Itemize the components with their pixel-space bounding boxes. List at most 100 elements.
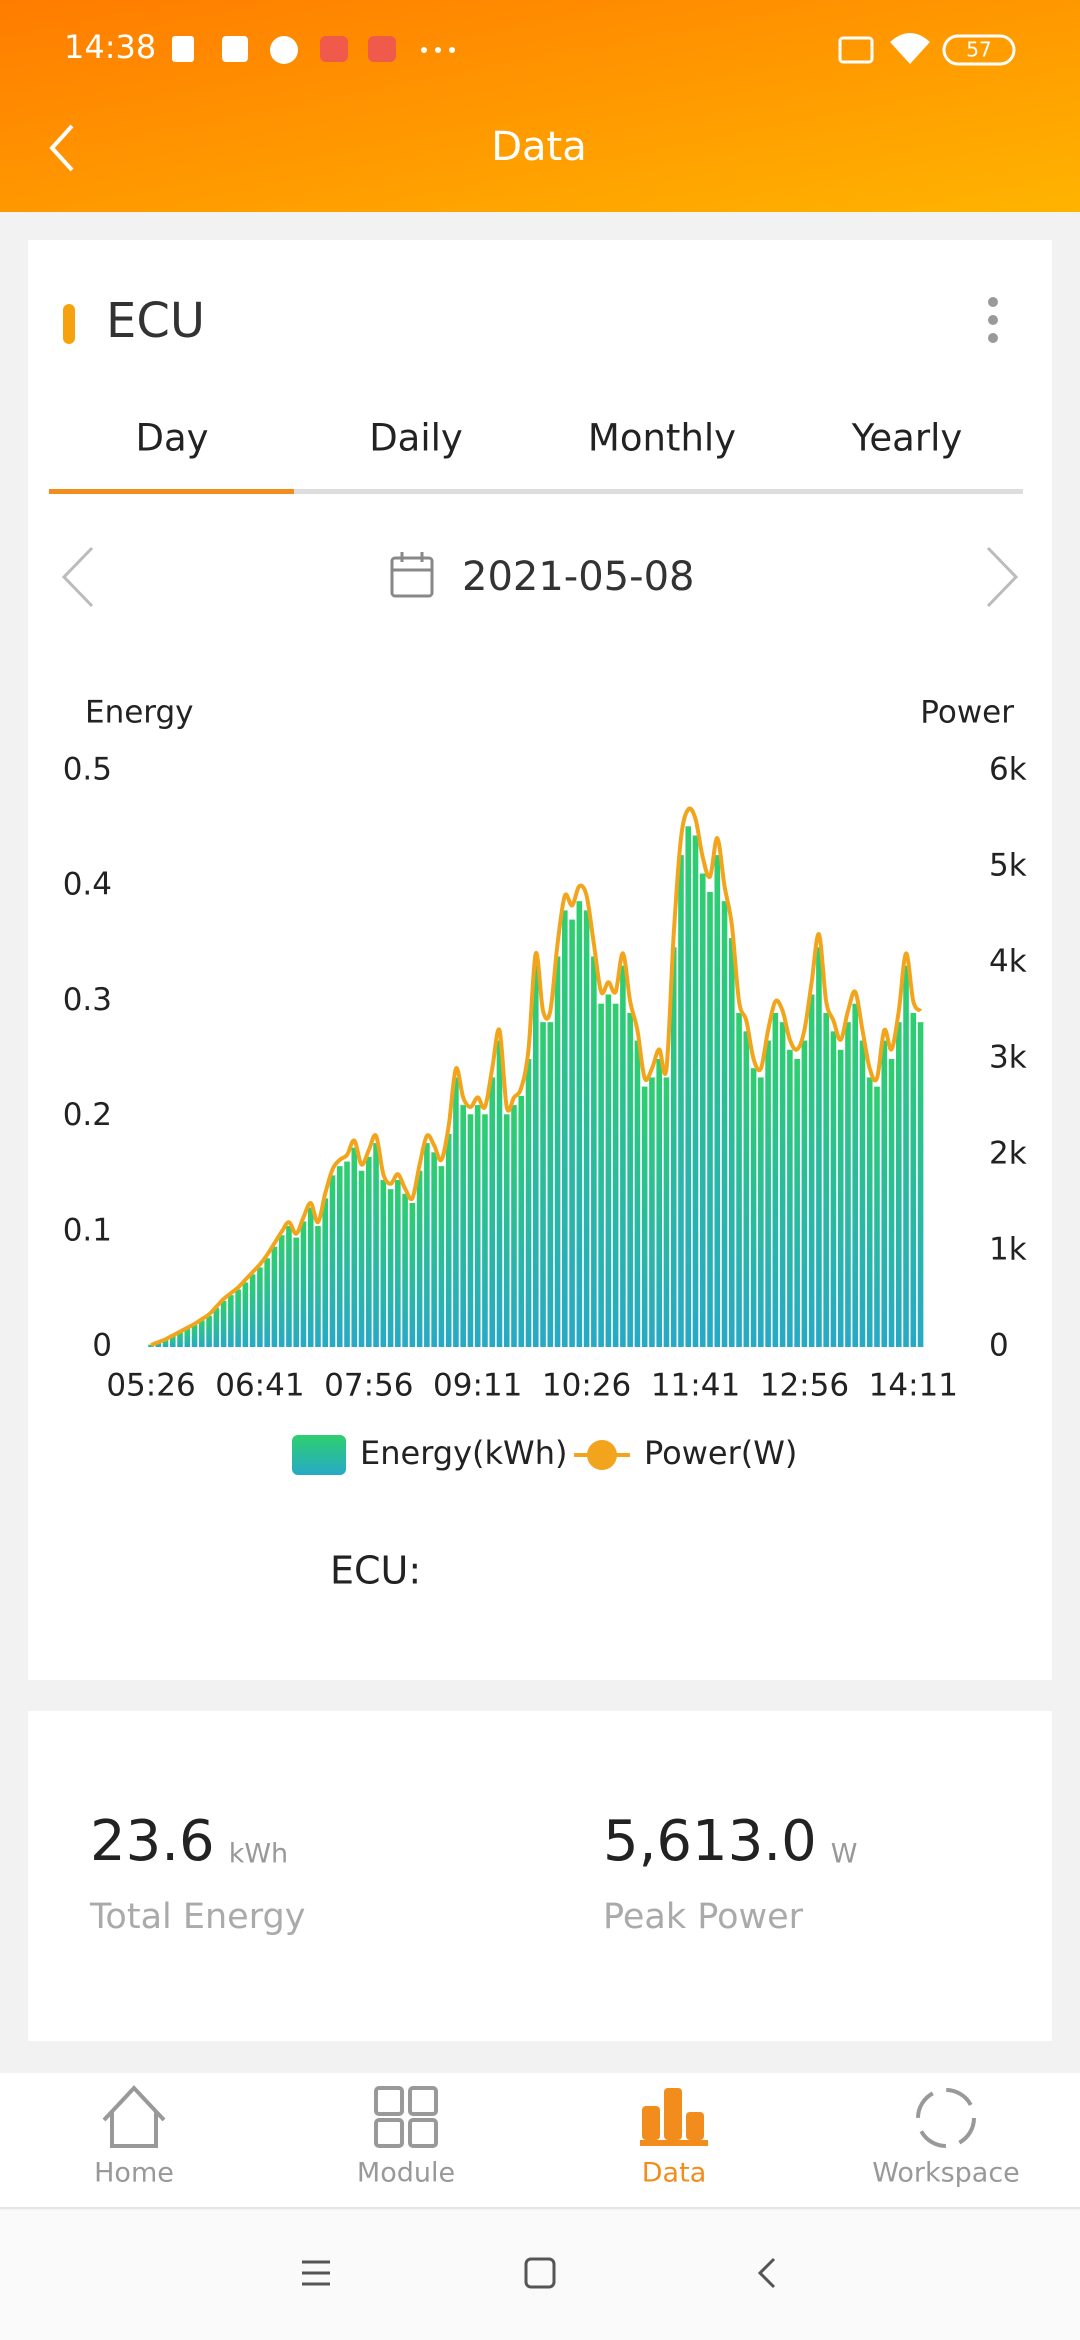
energy-bar xyxy=(743,1031,750,1347)
nav-icon[interactable] xyxy=(916,2088,976,2148)
energy-bar xyxy=(823,1012,829,1347)
energy-bar xyxy=(358,1170,365,1347)
energy-bar xyxy=(678,855,684,1347)
energy-bar xyxy=(387,1189,394,1347)
energy-bar xyxy=(242,1282,249,1347)
energy-bar xyxy=(910,1012,917,1347)
energy-bar xyxy=(540,1022,546,1347)
y2-tick-label: 0 xyxy=(989,1328,1009,1364)
energy-bar xyxy=(474,1105,481,1347)
tab[interactable]: Monthly xyxy=(588,417,736,460)
nav-icon[interactable] xyxy=(408,2118,438,2148)
energy-bar xyxy=(917,1022,924,1347)
energy-bar xyxy=(837,1049,844,1347)
y-axis-title: Energy xyxy=(85,695,194,731)
y2-axis-title: Power xyxy=(920,695,1014,731)
nav-icon[interactable] xyxy=(664,2088,682,2140)
nav-label[interactable]: Module xyxy=(357,2158,455,2189)
energy-bar xyxy=(199,1320,205,1347)
energy-bar xyxy=(605,994,612,1347)
energy-bar xyxy=(721,901,728,1347)
more-menu[interactable] xyxy=(988,297,998,343)
prev-date[interactable] xyxy=(61,546,94,608)
ecu-label: ECU: xyxy=(330,1549,421,1593)
energy-bar xyxy=(750,1068,757,1347)
energy-bar xyxy=(445,1133,452,1347)
nav-icon[interactable] xyxy=(408,2086,438,2116)
energy-bar xyxy=(787,1049,793,1347)
stats-card xyxy=(28,1711,1052,2041)
energy-bar xyxy=(699,873,706,1347)
energy-bar xyxy=(591,956,597,1347)
energy-bar xyxy=(736,1012,742,1347)
nav-icon[interactable] xyxy=(686,2112,704,2140)
energy-bar xyxy=(554,956,561,1347)
x-tick-label: 06:41 xyxy=(215,1368,304,1404)
energy-bar xyxy=(692,835,699,1347)
calendar-icon[interactable] xyxy=(390,552,434,598)
x-tick-label: 14:11 xyxy=(869,1368,958,1404)
back-button[interactable] xyxy=(49,124,74,172)
energy-bar xyxy=(816,947,822,1347)
energy-bar xyxy=(336,1166,343,1347)
energy-bar xyxy=(155,1342,162,1347)
energy-bar xyxy=(714,855,721,1347)
nav-icon[interactable] xyxy=(642,2106,660,2140)
y2-tick-label: 4k xyxy=(989,944,1027,980)
energy-bar xyxy=(271,1246,278,1347)
energy-bar xyxy=(794,1059,800,1347)
energy-bar xyxy=(627,1012,633,1347)
nav-label[interactable]: Home xyxy=(94,2158,174,2189)
energy-bar xyxy=(467,1114,474,1347)
date[interactable]: 2021-05-08 xyxy=(462,554,694,600)
energy-bar xyxy=(547,1022,554,1347)
y-tick-label: 0 xyxy=(92,1328,112,1364)
y-tick-label: 0.1 xyxy=(63,1212,112,1248)
energy-bar xyxy=(634,1040,641,1347)
status-time: 14:38 xyxy=(64,28,156,66)
energy-bar xyxy=(859,1040,866,1347)
energy-bar xyxy=(380,1179,387,1347)
tab-track xyxy=(49,489,1023,494)
energy-bar xyxy=(525,1059,532,1347)
system-buttons[interactable] xyxy=(302,2257,776,2289)
next-date[interactable] xyxy=(986,546,1019,608)
energy-bar xyxy=(649,1077,655,1347)
energy-bar xyxy=(148,1344,154,1347)
energy-bar xyxy=(620,965,626,1347)
nav-icon[interactable] xyxy=(102,2085,166,2148)
legend-label: Energy(kWh) xyxy=(360,1434,567,1472)
energy-bar xyxy=(278,1235,285,1347)
stat-value: 23.6 xyxy=(90,1809,215,1874)
nav-icon[interactable] xyxy=(374,2086,404,2116)
energy-bar xyxy=(162,1340,169,1347)
energy-bar xyxy=(206,1315,212,1347)
y-tick-label: 0.3 xyxy=(63,982,112,1018)
nav-label[interactable]: Data xyxy=(642,2158,706,2189)
y-tick-label: 0.4 xyxy=(63,867,112,903)
system-nav xyxy=(0,2210,1080,2340)
energy-bar xyxy=(438,1166,445,1347)
energy-bar xyxy=(351,1147,358,1347)
nav-icon[interactable] xyxy=(374,2118,404,2148)
energy-bar xyxy=(453,1077,459,1347)
bottom-nav xyxy=(0,2073,1080,2208)
tab[interactable]: Daily xyxy=(369,417,463,460)
y2-tick-label: 2k xyxy=(989,1136,1027,1172)
nav-label[interactable]: Workspace xyxy=(872,2158,1020,2189)
tab[interactable]: Day xyxy=(135,417,208,460)
energy-bar xyxy=(220,1300,227,1347)
energy-bar xyxy=(772,1012,779,1347)
energy-bar xyxy=(184,1328,191,1347)
x-tick-label: 10:26 xyxy=(542,1368,631,1404)
energy-bar xyxy=(888,1059,895,1347)
energy-bar xyxy=(416,1170,423,1347)
nav-icon[interactable] xyxy=(640,2140,708,2146)
tab[interactable]: Yearly xyxy=(851,417,963,460)
energy-bar xyxy=(765,1040,771,1347)
energy-bar xyxy=(779,1022,786,1347)
energy-bar xyxy=(801,1040,808,1347)
x-tick-label: 11:41 xyxy=(651,1368,740,1404)
energy-bar xyxy=(482,1114,488,1347)
energy-bar xyxy=(758,1077,764,1347)
